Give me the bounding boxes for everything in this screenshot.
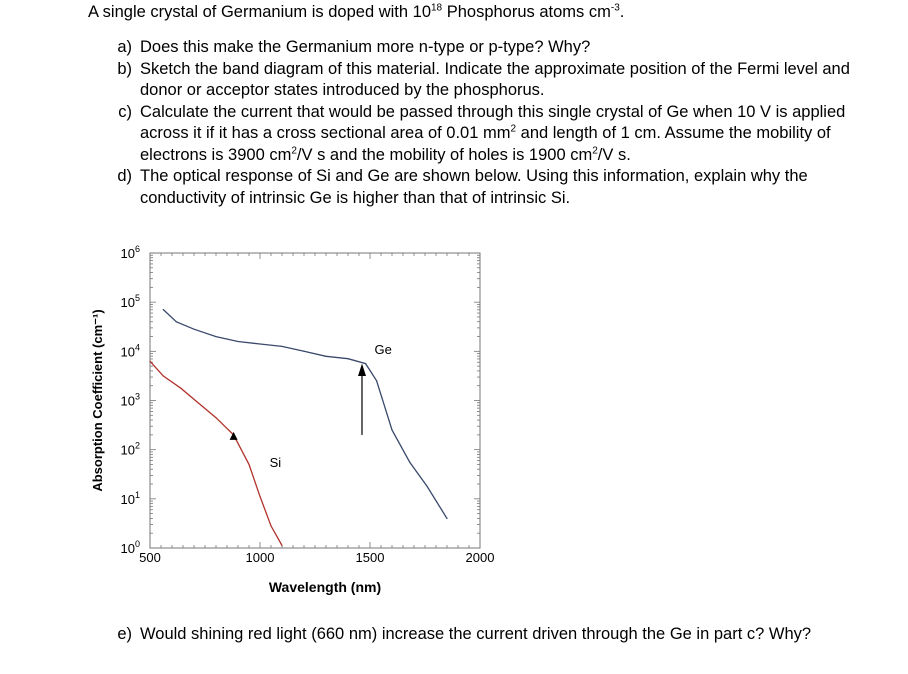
si-series-label: Si: [270, 455, 282, 470]
data-point-ge: [325, 355, 327, 357]
plot-frame: [149, 252, 481, 549]
x-axis-label: Wavelength (nm): [269, 579, 381, 595]
data-point-si: [248, 463, 250, 466]
data-point-ge: [281, 345, 283, 348]
x-tick-label: 1000: [246, 550, 275, 565]
data-point-ge: [162, 308, 164, 311]
data-point-ge: [365, 363, 367, 365]
question-parts: a) Does this make the Germanium more n-ty…: [100, 37, 860, 209]
part-d: d) The optical response of Si and Ge are …: [117, 167, 808, 207]
data-point-si: [197, 402, 199, 404]
data-point-ge: [237, 340, 239, 343]
data-point-ge: [426, 485, 428, 488]
question-parts-e: e) Would shining red light (660 nm) incre…: [100, 624, 860, 646]
y-tick-label: 102: [121, 441, 140, 458]
data-point-si: [162, 375, 164, 377]
data-point-ge: [259, 343, 261, 345]
y-tick-label: 101: [121, 490, 140, 507]
y-tick-label: 104: [121, 342, 140, 359]
data-point-si: [215, 417, 217, 419]
data-point-si: [180, 387, 182, 389]
data-point-si: [259, 495, 261, 497]
absorption-chart: 500 1000 1500 2000 106 105 104 103 102 101 100 Wave…: [90, 244, 495, 595]
data-point-ge: [347, 358, 349, 360]
part-c: c) Calculate the current that would be pa…: [118, 102, 846, 164]
ge-edge-arrow-head: [358, 363, 366, 377]
si-edge-arrow-head: [229, 431, 238, 440]
x-tick-label: 2000: [466, 550, 495, 565]
data-point-ge: [446, 517, 448, 520]
y-axis-label: Absorption Coefficient (cm⁻¹): [90, 309, 105, 491]
data-point-ge: [303, 350, 305, 352]
series-line-si: [149, 360, 283, 546]
part-a: a) Does this make the Germanium more n-ty…: [117, 38, 591, 56]
part-b: b) Sketch the band diagram of this materi…: [117, 59, 850, 100]
series-line-ge: [162, 309, 448, 519]
data-point-si: [270, 525, 272, 527]
data-point-ge: [175, 321, 177, 323]
data-point-ge: [376, 380, 378, 382]
part-e: e) Would shining red light (660 nm) incre…: [117, 625, 812, 643]
question-intro: A single crystal of Germanium is doped w…: [88, 2, 625, 21]
data-point-ge: [391, 429, 393, 431]
x-tick-label: 1500: [356, 550, 385, 565]
data-point-ge: [215, 335, 217, 338]
y-tick-label: 105: [121, 293, 140, 310]
data-point-si: [149, 360, 151, 362]
data-point-si: [281, 544, 283, 547]
y-tick-label: 103: [121, 392, 140, 409]
y-tick-label: 100: [121, 539, 140, 556]
x-tick-label: 500: [139, 550, 161, 565]
ge-series-label: Ge: [375, 342, 392, 357]
data-point-ge: [193, 328, 195, 330]
y-tick-label: 106: [121, 244, 140, 261]
data-point-ge: [409, 461, 411, 463]
